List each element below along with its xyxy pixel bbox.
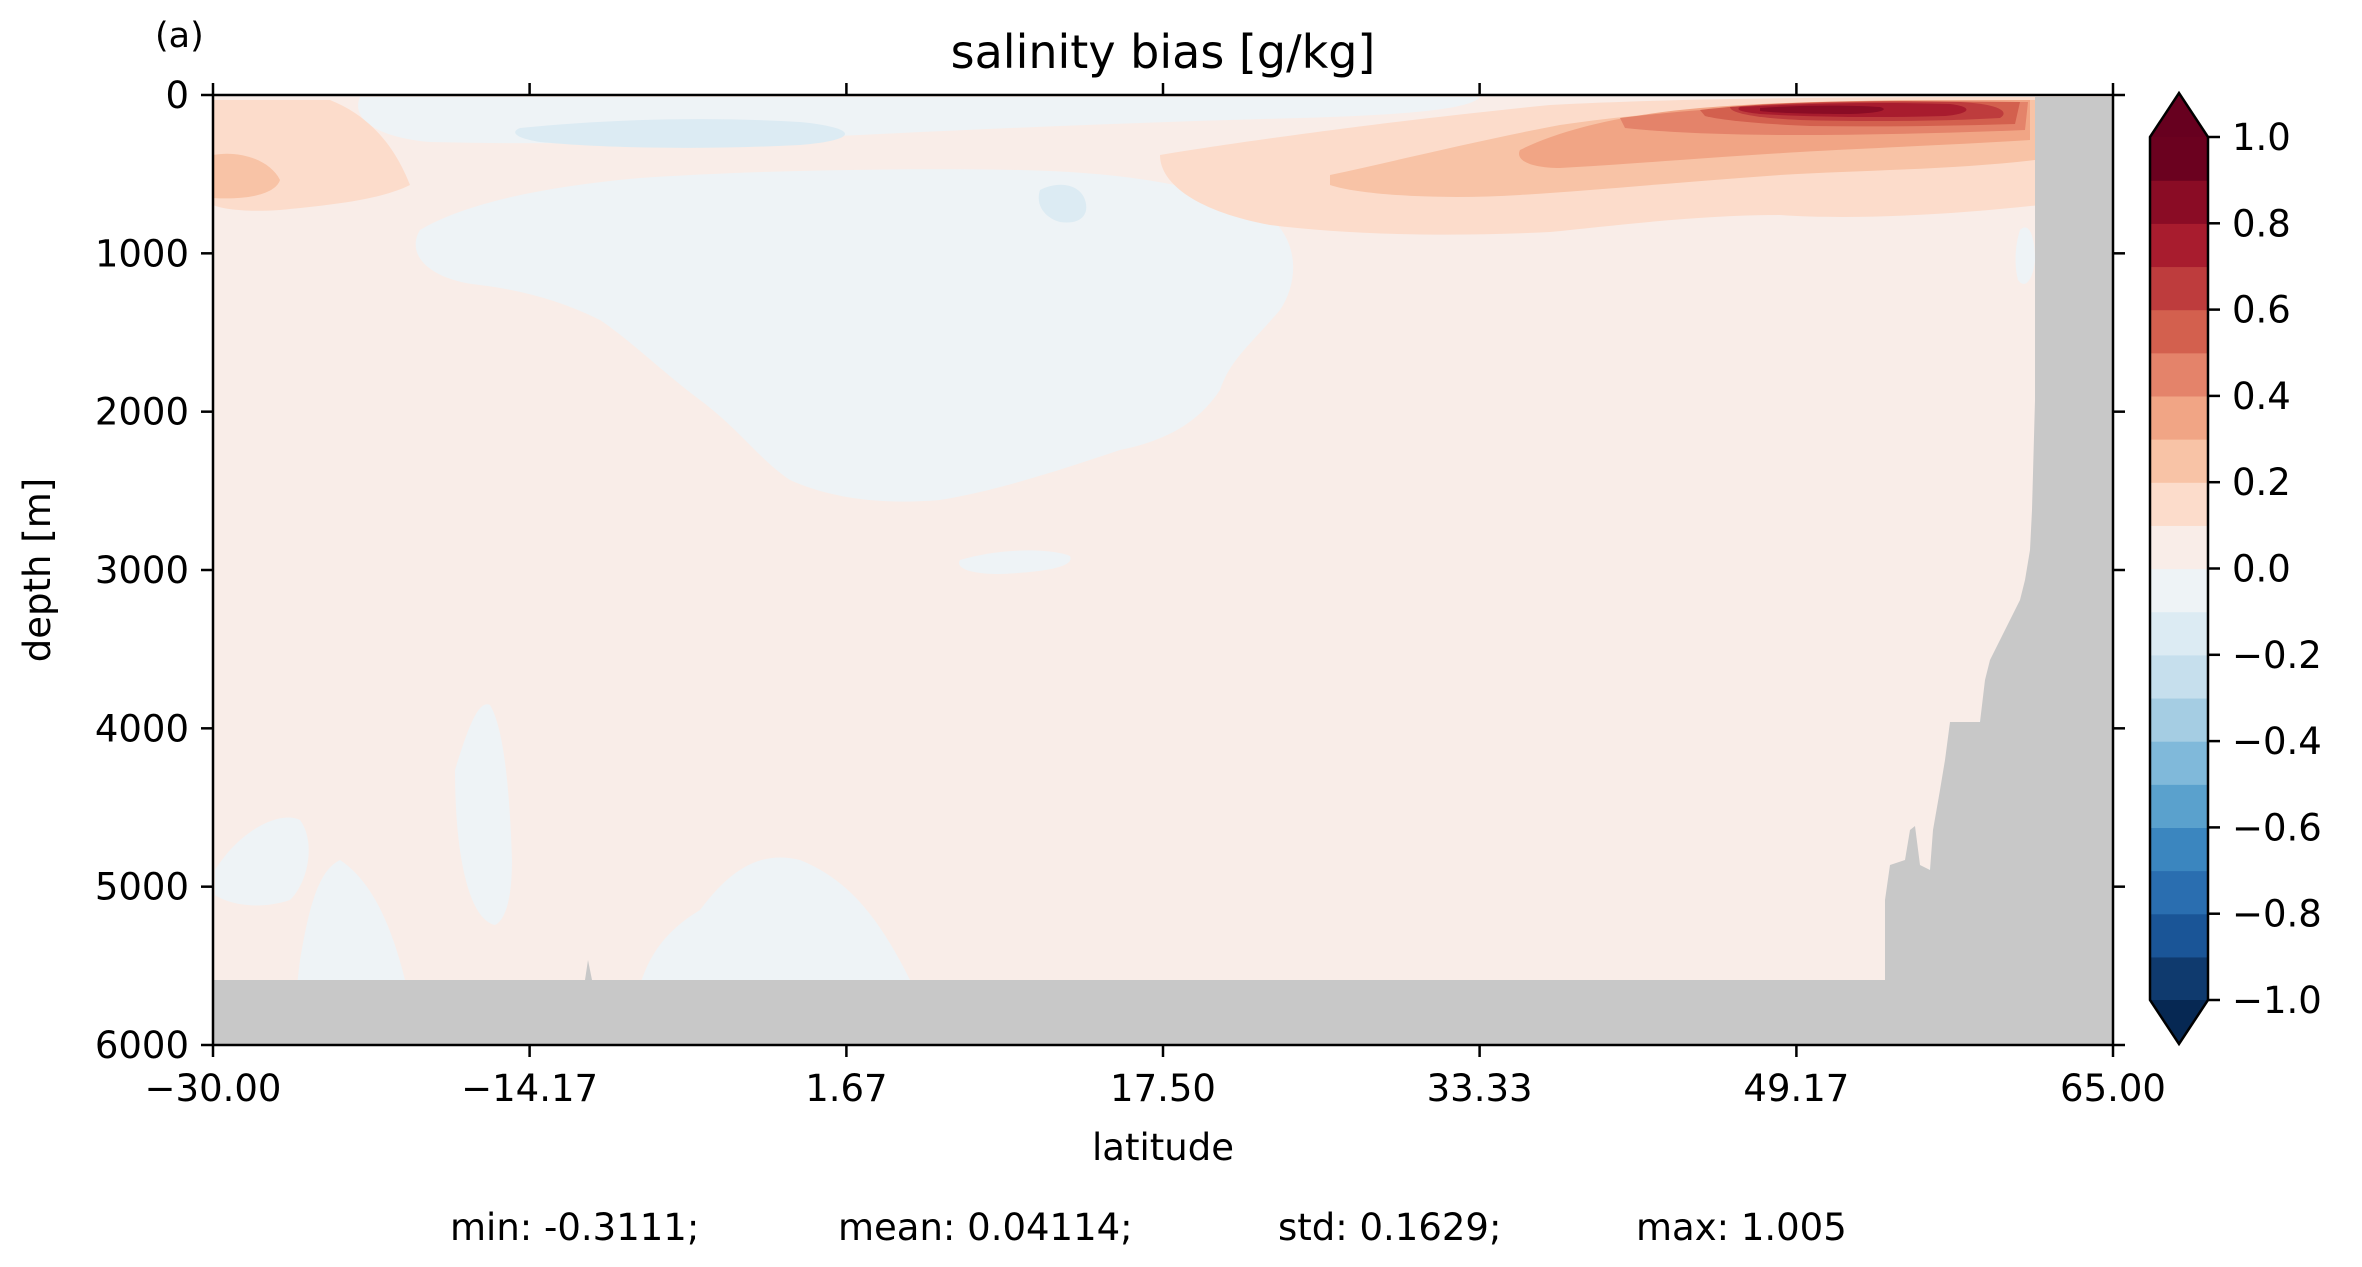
subsurface-negative-bias-patch [1038,184,1087,223]
surface-negative-bias-patch [515,119,845,148]
x-tick-label: 65.00 [2060,1067,2166,1110]
x-tick-label: 17.50 [1110,1067,1216,1110]
deep-negative-bias-patch-3 [455,704,512,925]
colorbar-segment [2150,137,2208,181]
y-axis-title: depth [m] [16,478,59,662]
colorbar-tick-label: 0.4 [2232,375,2291,418]
western-positive-bias-core [213,153,280,199]
midwater-negative-bias-patch [959,550,1071,574]
colorbar-tick-label: −0.2 [2232,634,2322,677]
colorbar-segment [2150,611,2208,656]
colorbar-segment [2150,870,2208,915]
colorbar-segment [2150,395,2208,440]
colorbar-segment [2150,697,2208,742]
y-tick-label: 5000 [95,866,189,909]
colorbar-segment [2150,439,2208,483]
colorbar-segment [2150,654,2208,699]
colorbar-extend-top [2150,93,2208,137]
colorbar-tick-label: 0.6 [2232,289,2291,332]
colorbar-segment [2150,784,2208,828]
colorbar-extend-bottom [2150,1000,2208,1044]
colorbar: 1.0 0.8 0.6 0.4 0.2 0.0 −0.2 −0.4 −0.6 −0.8 −1.0 [2148,90,2322,1047]
x-tick-label: 1.67 [805,1067,887,1110]
y-axis: 0 1000 2000 3000 4000 5000 6000 [95,74,2125,1067]
stat-mean: mean: 0.04114; [838,1206,1133,1249]
x-axis: −30.00 −14.17 1.67 17.50 33.33 49.17 65.00 [145,83,2166,1110]
northern-positive-bias-core [1760,105,1884,114]
colorbar-segment [2150,309,2208,354]
upper-eastern-negative-bias-patch [2015,227,2035,284]
colorbar-segment [2150,741,2208,785]
x-axis-title: latitude [1092,1126,1234,1169]
colorbar-tick-label: 0.2 [2232,461,2291,504]
x-tick-label: 33.33 [1427,1067,1533,1110]
colorbar-segment [2150,223,2208,268]
colorbar-segment [2150,482,2208,526]
colorbar-segment [2150,827,2208,872]
y-tick-label: 4000 [95,707,189,750]
colorbar-segment [2150,956,2208,1001]
colorbar-tick-label: −0.8 [2232,893,2322,936]
y-tick-label: 2000 [95,391,189,434]
chart-title: salinity bias [g/kg] [951,25,1376,79]
colorbar-tick-label: 0.8 [2232,202,2291,245]
y-tick-label: 1000 [95,232,189,275]
y-tick-label: 0 [165,74,189,117]
colorbar-tick-label: −1.0 [2232,979,2322,1022]
colorbar-segment [2150,525,2208,570]
colorbar-segment [2150,180,2208,224]
colorbar-tick-label: 0.0 [2232,548,2291,591]
colorbar-tick-label: −0.4 [2232,720,2322,763]
stat-max: max: 1.005 [1636,1206,1847,1249]
deep-negative-bias-patch-1 [215,817,309,906]
panel-label: (a) [155,16,204,56]
x-tick-label: 49.17 [1743,1067,1849,1110]
x-tick-label: −30.00 [145,1067,282,1110]
colorbar-tick-label: −0.6 [2232,806,2322,849]
plot-area [213,95,2113,1045]
colorbar-segment [2150,352,2208,397]
colorbar-segment [2150,913,2208,958]
positive-bias-regions [213,97,2040,235]
central-negative-bias-region [415,169,1294,502]
colorbar-segment [2150,568,2208,613]
colorbar-tick-label: 1.0 [2232,116,2291,159]
x-tick-label: −14.17 [461,1067,598,1110]
y-tick-label: 6000 [95,1024,189,1067]
y-tick-label: 3000 [95,549,189,592]
stat-std: std: 0.1629; [1278,1206,1501,1249]
stat-min: min: -0.3111; [450,1206,699,1249]
land-mask [213,97,2113,1045]
colorbar-segment [2150,266,2208,311]
